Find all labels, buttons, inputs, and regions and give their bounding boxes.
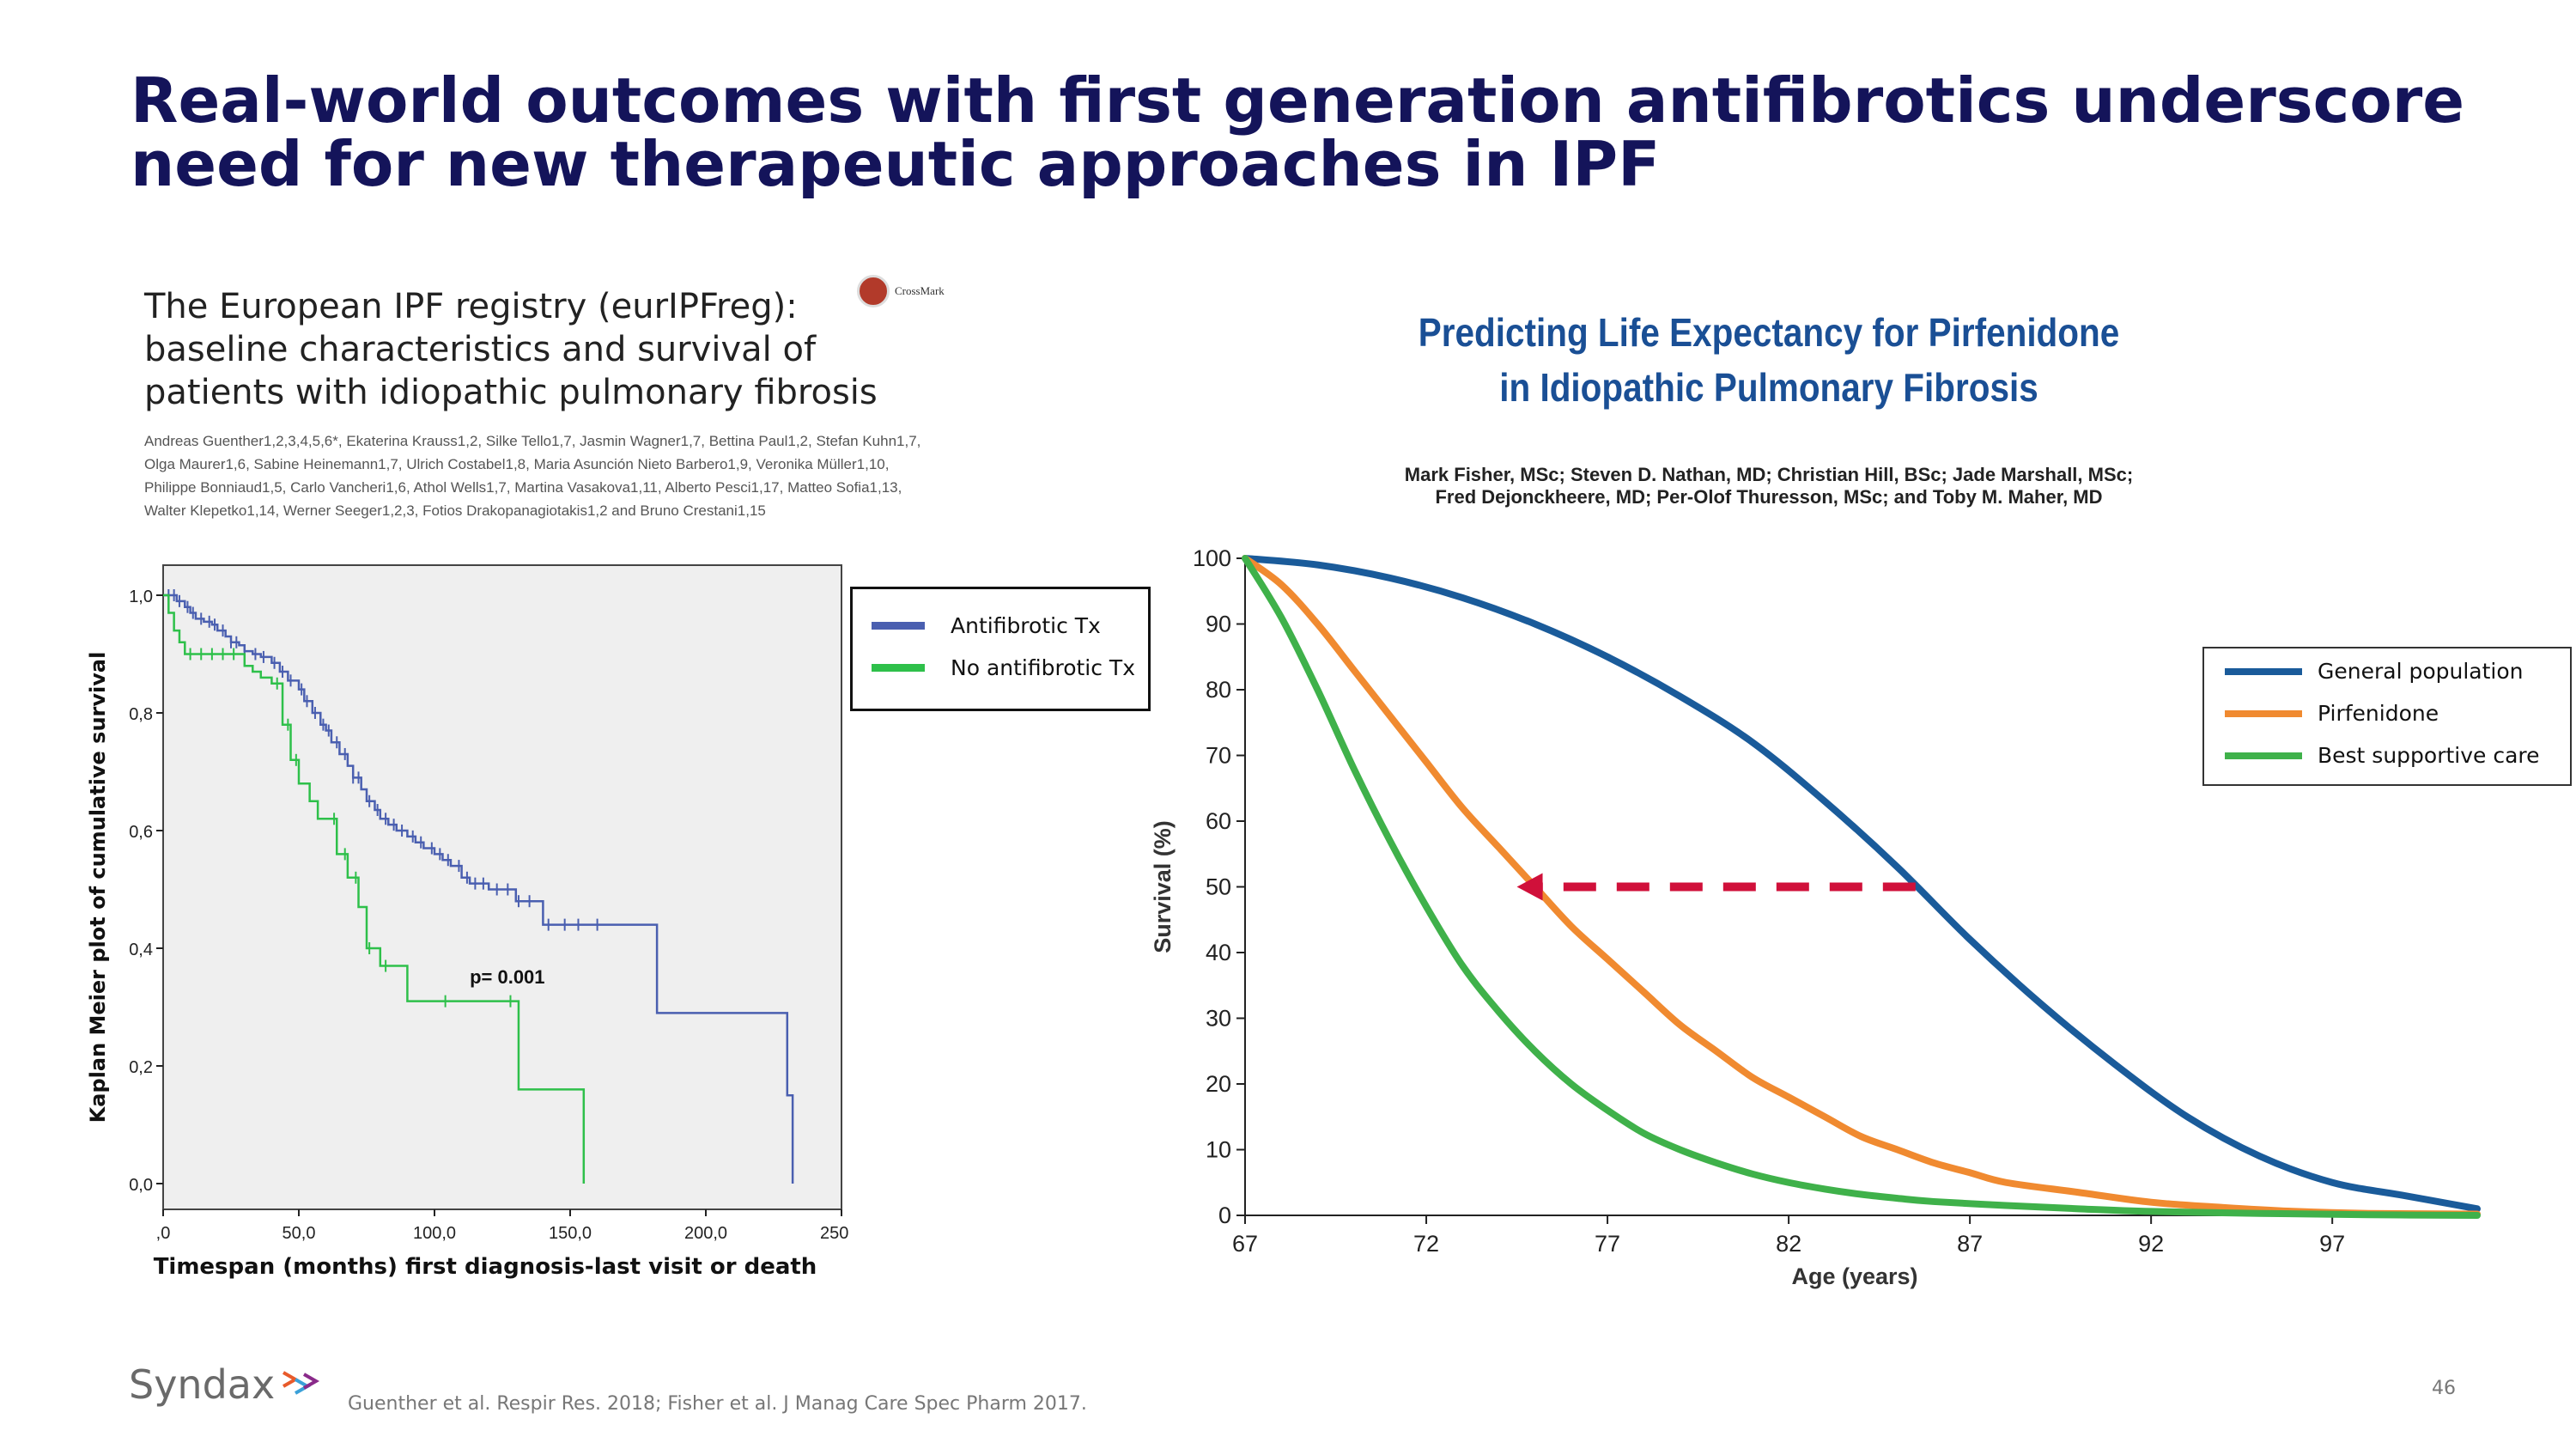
left-paper-title-line: patients with idiopathic pulmonary fibro… — [144, 373, 878, 412]
le-legend: General population Pirfenidone Best supp… — [2202, 647, 2572, 786]
p-value-annotation: p= 0.001 — [470, 966, 544, 988]
y-tick-label: 70 — [1206, 743, 1231, 769]
arrow-head — [1516, 873, 1543, 901]
y-tick-label: 0,4 — [129, 941, 153, 959]
author-line: Andreas Guenther1,2,3,4,5,6*, Ekaterina … — [144, 433, 921, 449]
author-line: Philippe Bonniaud1,5, Carlo Vancheri1,6,… — [144, 479, 902, 496]
y-tick-label: 1,0 — [129, 588, 153, 606]
y-tick-label: 0,6 — [129, 823, 153, 842]
legend-label: Antifibrotic Tx — [951, 613, 1101, 638]
y-tick-label: 10 — [1206, 1137, 1231, 1163]
x-axis-label: Age (years) — [1791, 1263, 1917, 1289]
author-line: Mark Fisher, MSc; Steven D. Nathan, MD; … — [1404, 464, 2134, 485]
y-tick-label: 0,8 — [129, 705, 153, 724]
legend-label: General population — [2318, 659, 2524, 684]
left-paper-title-line: The European IPF registry (eurIPFreg): — [144, 287, 798, 326]
legend-swatch — [2225, 752, 2302, 759]
legend-item: Best supportive care — [2225, 743, 2540, 768]
x-tick-label: 250,0 — [820, 1224, 850, 1243]
legend-label: No antifibrotic Tx — [951, 655, 1136, 680]
x-tick-label: 77 — [1595, 1231, 1620, 1257]
y-tick-label: 40 — [1206, 940, 1231, 965]
legend-swatch — [2225, 667, 2302, 675]
legend-swatch — [2225, 709, 2302, 717]
right-paper-title-line: Predicting Life Expectancy for Pirfenido… — [1418, 310, 2120, 355]
slide-title: Real-world outcomes with first generatio… — [131, 64, 2465, 200]
y-tick-label: 80 — [1206, 677, 1231, 703]
crossmark-icon — [857, 275, 890, 307]
legend-swatch — [872, 664, 925, 672]
x-tick-label: 97 — [2319, 1231, 2345, 1257]
survival-curve — [1242, 555, 2481, 1213]
y-tick-label: 60 — [1206, 808, 1231, 834]
x-tick-label: 82 — [1776, 1231, 1801, 1257]
legend-item: Antifibrotic Tx — [872, 613, 1101, 638]
y-tick-label: 100 — [1193, 545, 1231, 571]
crossmark-badge: CrossMark — [857, 275, 945, 307]
survival-curve — [1242, 555, 2481, 1218]
author-line: Olga Maurer1,6, Sabine Heinemann1,7, Ulr… — [144, 456, 890, 472]
x-tick-label: 67 — [1232, 1231, 1258, 1257]
legend-label: Pirfenidone — [2318, 701, 2439, 726]
x-tick-label: 87 — [1957, 1231, 1983, 1257]
x-tick-label: 92 — [2138, 1231, 2164, 1257]
x-tick-label: ,0 — [156, 1224, 171, 1243]
left-paper-authors: Andreas Guenther1,2,3,4,5,6*, Ekaterina … — [144, 429, 920, 522]
x-tick-label: 72 — [1413, 1231, 1439, 1257]
right-paper-authors: Mark Fisher, MSc; Steven D. Nathan, MD; … — [1271, 464, 2267, 508]
km-survival-chart: 0,0 0,2 0,4 0,6 0,8 1,0 ,0 50,0 100,0 150,0 200,0 2… — [86, 564, 850, 1280]
km-series-line — [163, 594, 586, 1184]
author-line: Fred Dejonckheere, MD; Per-Olof Thuresso… — [1435, 486, 2103, 508]
left-paper-title-line: baseline characteristics and survival of — [144, 330, 817, 369]
x-tick-label: 150,0 — [549, 1224, 592, 1243]
syndax-wordmark: Syndax — [129, 1361, 276, 1408]
page-number: 46 — [2432, 1378, 2456, 1399]
x-tick-label: 200,0 — [684, 1224, 727, 1243]
y-tick-label: 90 — [1206, 612, 1231, 637]
km-legend: Antifibrotic Tx No antifibrotic Tx — [850, 587, 1151, 711]
y-tick-label: 20 — [1206, 1071, 1231, 1097]
y-tick-label: 50 — [1206, 874, 1231, 900]
author-line: Walter Klepetko1,14, Werner Seeger1,2,3,… — [144, 502, 766, 519]
x-axis-label: Timespan (months) first diagnosis-last v… — [154, 1254, 817, 1280]
y-axis-label: Kaplan Meier plot of cumulative survival — [86, 652, 110, 1123]
legend-swatch — [872, 622, 925, 630]
crossmark-label: CrossMark — [895, 284, 945, 297]
plot-area — [162, 564, 842, 1210]
citation: Guenther et al. Respir Res. 2018; Fisher… — [348, 1393, 1087, 1415]
syndax-logo: Syndax — [129, 1361, 321, 1408]
left-paper-title: The European IPF registry (eurIPFreg): b… — [144, 285, 878, 414]
y-axis-label: Survival (%) — [1150, 820, 1176, 953]
x-tick-label: 50,0 — [283, 1224, 316, 1243]
legend-item: No antifibrotic Tx — [872, 655, 1135, 680]
life-expectancy-chart: 0 10 20 30 40 50 60 70 80 90 100 67 72 77 82 87 92 97 Age … — [1150, 545, 2481, 1289]
legend-item: General population — [2225, 659, 2524, 684]
y-tick-label: 30 — [1206, 1006, 1231, 1032]
legend-label: Best supportive care — [2318, 743, 2540, 768]
y-tick-label: 0,2 — [129, 1058, 153, 1077]
syndax-arrows-icon — [283, 1371, 320, 1395]
right-paper-title: Predicting Life Expectancy for Pirfenido… — [1340, 305, 2198, 415]
x-tick-label: 100,0 — [413, 1224, 456, 1243]
right-paper-title-line: in Idiopathic Pulmonary Fibrosis — [1499, 365, 2038, 410]
legend-item: Pirfenidone — [2225, 701, 2439, 726]
y-tick-label: 0 — [1218, 1202, 1231, 1228]
y-tick-label: 0,0 — [129, 1176, 153, 1195]
survival-curve — [1242, 555, 2481, 1219]
